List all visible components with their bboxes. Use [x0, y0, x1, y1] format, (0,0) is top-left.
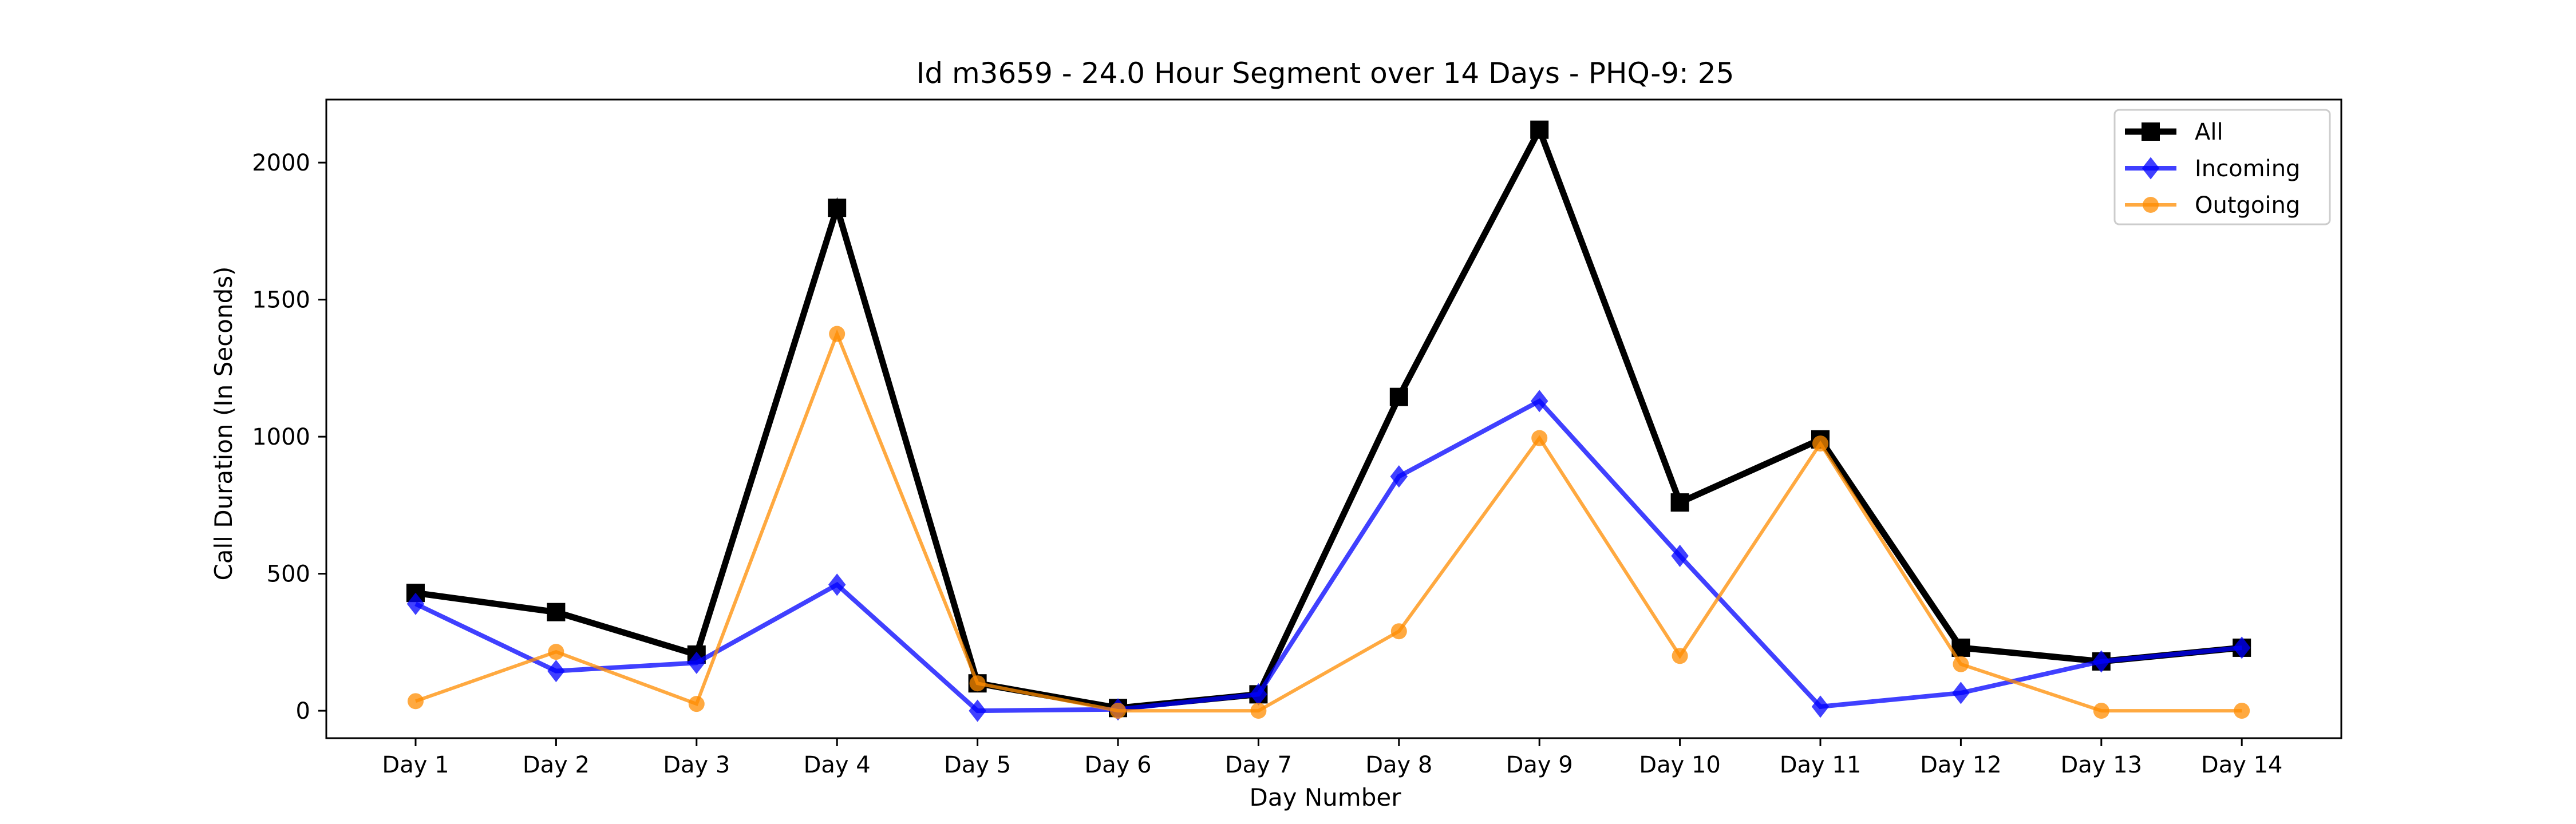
- data-point-incoming: [1671, 544, 1689, 568]
- y-tick-label: 1000: [252, 424, 310, 450]
- x-tick-label: Day 4: [804, 752, 871, 778]
- data-point-outgoing: [1672, 648, 1688, 664]
- x-tick-label: Day 14: [2201, 752, 2283, 778]
- x-tick-label: Day 6: [1084, 752, 1151, 778]
- data-point-outgoing: [829, 326, 846, 342]
- data-point-outgoing: [1390, 623, 1407, 640]
- data-point-incoming: [688, 651, 706, 674]
- chart-title: Id m3659 - 24.0 Hour Segment over 14 Day…: [916, 57, 1735, 90]
- data-point-all: [1530, 120, 1549, 139]
- legend-label: All: [2195, 119, 2223, 145]
- x-tick-label: Day 5: [944, 752, 1011, 778]
- data-point-incoming: [2092, 650, 2111, 673]
- series-line-outgoing: [415, 329, 2242, 713]
- data-point-outgoing: [1250, 703, 1267, 719]
- data-point-outgoing: [408, 693, 424, 710]
- data-point-outgoing: [1812, 435, 1828, 452]
- series-incoming: [406, 390, 2251, 722]
- x-tick-label: Day 9: [1506, 752, 1573, 778]
- y-axis: 0 500 1000 1500 2000: [252, 150, 326, 724]
- legend-item-incoming: Incoming: [2125, 156, 2300, 182]
- x-axis-title: Day Number: [1249, 783, 1401, 811]
- data-point-all: [828, 199, 847, 217]
- data-point-incoming: [1390, 465, 1408, 488]
- data-point-incoming: [406, 592, 425, 615]
- series-line-incoming: [414, 398, 2242, 714]
- x-tick-label: Day 2: [523, 752, 590, 778]
- data-point-all: [1389, 387, 1408, 406]
- y-tick-label: 0: [296, 698, 310, 724]
- data-point-all: [1670, 493, 1689, 512]
- x-tick-label: Day 11: [1780, 752, 1862, 778]
- x-tick-label: Day 12: [1920, 752, 2002, 778]
- y-tick-label: 2000: [252, 150, 310, 176]
- data-point-incoming: [969, 699, 986, 722]
- data-point-incoming: [1952, 682, 1970, 704]
- data-point-outgoing: [1531, 430, 1548, 446]
- data-point-outgoing: [1953, 656, 1969, 672]
- y-tick-label: 500: [267, 561, 310, 588]
- x-tick-label: Day 7: [1225, 752, 1292, 778]
- x-axis: Day 1 Day 2 Day 3 Day 4 Day 5 Day 6 Day 7 Day 8…: [382, 738, 2283, 778]
- data-point-incoming: [2233, 636, 2251, 659]
- legend-marker: [2142, 122, 2160, 141]
- data-point-incoming: [1250, 683, 1267, 706]
- legend-label: Outgoing: [2195, 192, 2300, 219]
- legend-marker: [2143, 197, 2159, 213]
- data-point-outgoing: [2234, 703, 2250, 719]
- data-point-outgoing: [548, 644, 564, 660]
- legend: All Incoming Outgoing: [2113, 109, 2331, 225]
- y-tick-label: 1500: [252, 287, 310, 314]
- data-point-all: [547, 603, 566, 621]
- x-tick-label: Day 13: [2060, 752, 2142, 778]
- data-point-outgoing: [1110, 703, 1126, 719]
- x-tick-label: Day 1: [382, 752, 449, 778]
- plot-area: [406, 120, 2251, 722]
- x-tick-label: Day 10: [1639, 752, 1721, 778]
- data-point-incoming: [1811, 695, 1830, 718]
- legend-label: Incoming: [2195, 156, 2300, 182]
- data-point-outgoing: [2093, 703, 2109, 719]
- legend-marker: [2142, 157, 2160, 180]
- y-axis-title: Call Duration (In Seconds): [210, 266, 238, 580]
- series-outgoing: [408, 326, 2250, 719]
- data-point-outgoing: [688, 696, 705, 712]
- data-point-incoming: [1530, 390, 1548, 413]
- data-point-incoming: [547, 660, 565, 683]
- data-point-incoming: [828, 573, 846, 596]
- plot-frame: [325, 98, 2342, 739]
- series-line-all: [415, 122, 2242, 711]
- legend-item-outgoing: Outgoing: [2125, 192, 2300, 219]
- data-point-outgoing: [969, 675, 986, 692]
- x-tick-label: Day 8: [1365, 752, 1432, 778]
- x-tick-label: Day 3: [663, 752, 730, 778]
- legend-box: [2113, 109, 2331, 225]
- legend-item-all: All: [2125, 119, 2223, 145]
